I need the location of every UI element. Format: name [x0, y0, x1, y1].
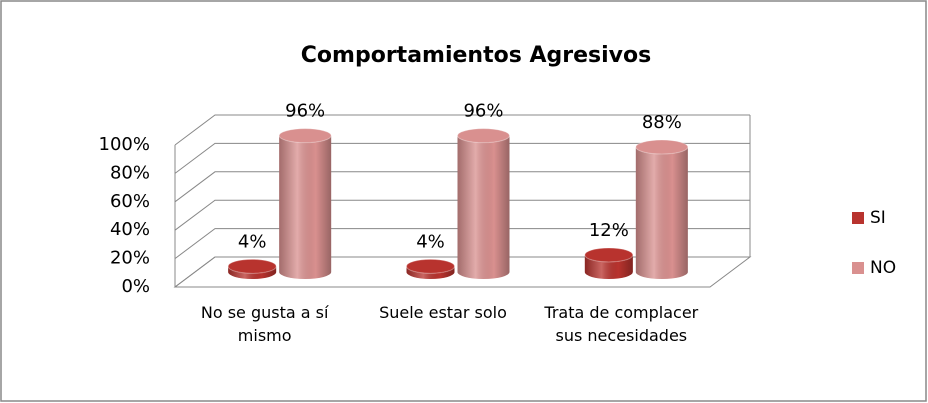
data-label: 88% — [642, 112, 682, 133]
cylinder-shade — [457, 135, 510, 279]
cylinder-shade — [279, 135, 332, 279]
y-tick-label: 60% — [110, 191, 150, 212]
grid-line — [174, 114, 750, 146]
y-tick-label: 40% — [110, 219, 150, 240]
x-tick-label: Trata de complacer sus necesidades — [544, 303, 699, 345]
cylinder-top — [227, 258, 277, 274]
cylinder-top — [278, 128, 332, 144]
grid-line — [174, 199, 750, 231]
legend-swatch — [852, 262, 864, 274]
y-tick-label: 0% — [121, 276, 150, 297]
cylinder-top — [584, 247, 634, 263]
data-label: 12% — [589, 220, 629, 241]
cylinder-top — [406, 258, 455, 274]
y-tick-label: 100% — [99, 134, 150, 155]
y-tick-label: 20% — [110, 248, 150, 269]
grid-line — [174, 228, 750, 260]
grid-line — [174, 142, 750, 174]
x-tick-label: No se gusta a sí mismo — [200, 303, 329, 345]
legend-label: SI — [870, 208, 886, 228]
data-label: 4% — [238, 231, 267, 252]
legend-swatch — [852, 212, 864, 224]
cylinder-shade — [406, 266, 455, 279]
x-tick-label: Suele estar solo — [379, 303, 507, 322]
cylinder-shade — [635, 147, 688, 279]
cylinder-top — [635, 139, 689, 155]
cylinder-shade — [228, 266, 277, 279]
legend-label: NO — [870, 258, 896, 278]
grid-line — [174, 256, 750, 288]
cylinder-top — [457, 128, 510, 144]
data-label: 96% — [285, 101, 325, 122]
chart-title: Comportamientos Agresivos — [301, 43, 651, 68]
data-label: 96% — [463, 101, 503, 122]
cylinder-shade — [584, 254, 633, 279]
data-label: 4% — [416, 231, 445, 252]
grid-line — [174, 171, 750, 203]
y-tick-label: 80% — [110, 162, 150, 183]
